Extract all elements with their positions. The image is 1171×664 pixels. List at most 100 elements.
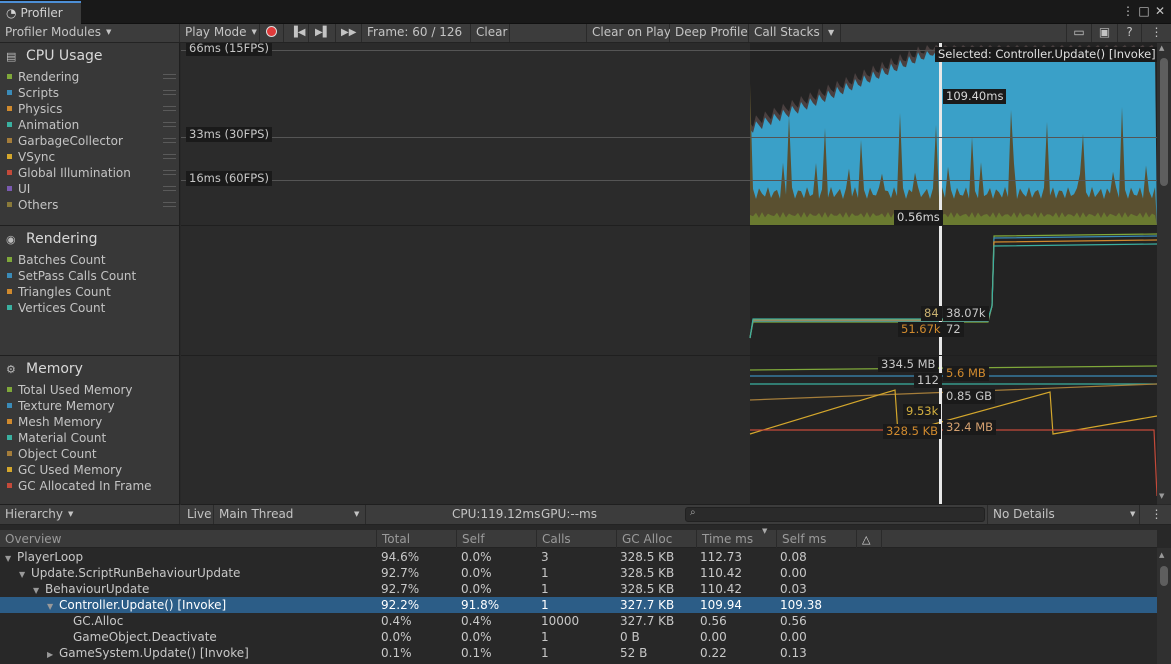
memory-title-text: Memory <box>26 361 83 377</box>
legend-item-cpu[interactable]: Others <box>7 197 58 213</box>
memory-chart[interactable]: 334.5 MB 112 5.6 MB 0.85 GB 9.53k 328.5 … <box>181 356 1157 505</box>
legend-item-memory[interactable]: Total Used Memory <box>7 382 133 398</box>
legend-item-cpu[interactable]: GarbageCollector <box>7 133 123 149</box>
cpu-usage-chart[interactable]: 66ms (15FPS) 33ms (30FPS) 16ms (60FPS) S… <box>181 43 1157 226</box>
collapse-arrow-icon[interactable]: ▶ <box>47 650 54 659</box>
hierarchy-menu-button[interactable]: ⋮ <box>1142 505 1171 524</box>
legend-item-memory[interactable]: Mesh Memory <box>7 414 102 430</box>
drag-handle-icon[interactable] <box>163 74 176 79</box>
legend-item-memory[interactable]: Material Count <box>7 430 106 446</box>
table-row[interactable]: ▼ BehaviourUpdate 92.7% 0.0% 1 328.5 KB 110.42… <box>0 581 1157 597</box>
scroll-up-icon[interactable]: ▲ <box>1159 44 1165 52</box>
drag-handle-icon[interactable] <box>163 90 176 95</box>
charts-scrollbar-thumb[interactable] <box>1160 58 1168 186</box>
legend-item-cpu[interactable]: UI <box>7 181 30 197</box>
legend-item-cpu[interactable]: Animation <box>7 117 79 133</box>
cpu-module-panel[interactable]: ▤ CPU Usage Rendering Scripts Physics Animat… <box>0 43 180 226</box>
cell-time: 110.42 <box>700 582 742 596</box>
hierarchy-scrollbar-thumb[interactable] <box>1160 566 1168 586</box>
details-dropdown[interactable]: No Details <box>987 505 1140 524</box>
table-row[interactable]: GameObject.Deactivate 0.0% 0.0% 1 0 B 0.00 0.0… <box>0 629 1157 645</box>
column-self[interactable]: Self <box>456 530 536 548</box>
scroll-up-icon[interactable]: ▲ <box>1159 551 1165 559</box>
memory-value-label: 328.5 KB <box>883 424 942 439</box>
call-stacks-toggle[interactable]: Call Stacks <box>749 24 823 42</box>
legend-item-cpu[interactable]: Physics <box>7 101 62 117</box>
rendering-module-panel[interactable]: ◉ Rendering Batches Count SetPass Calls Co… <box>0 226 180 356</box>
guide-label-15fps: 66ms (15FPS) <box>186 43 272 56</box>
selected-frame-marker <box>939 43 942 225</box>
expand-arrow-icon[interactable]: ▼ <box>5 554 12 563</box>
search-input[interactable]: ⌕ <box>685 507 985 522</box>
row-name: ▶ GameSystem.Update() [Invoke] <box>47 645 249 663</box>
legend-item-rendering[interactable]: Vertices Count <box>7 300 105 316</box>
legend-item-cpu[interactable]: Scripts <box>7 85 59 101</box>
record-button[interactable] <box>260 24 284 42</box>
last-frame-button[interactable]: ▶▶ <box>336 24 362 42</box>
legend-item-cpu[interactable]: Rendering <box>7 69 79 85</box>
drag-handle-icon[interactable] <box>163 202 176 207</box>
column-time-ms[interactable]: Time ms <box>696 530 776 548</box>
maximize-icon[interactable]: □ <box>1138 4 1150 18</box>
cpu-value-label: 109.40ms <box>943 89 1007 104</box>
column-overview[interactable]: Overview <box>5 532 62 546</box>
live-toggle[interactable]: Live <box>182 505 214 524</box>
drag-handle-icon[interactable] <box>163 170 176 175</box>
load-button[interactable]: ▭ <box>1066 24 1092 42</box>
column-total[interactable]: Total <box>376 530 456 548</box>
save-button[interactable]: ▣ <box>1092 24 1118 42</box>
legend-item-memory[interactable]: Texture Memory <box>7 398 115 414</box>
legend-label: Triangles Count <box>18 285 111 299</box>
legend-item-cpu[interactable]: Global Illumination <box>7 165 131 181</box>
drag-handle-icon[interactable] <box>163 186 176 191</box>
view-type-dropdown[interactable]: Hierarchy <box>0 505 180 524</box>
drag-handle-icon[interactable] <box>163 122 176 127</box>
close-icon[interactable]: ✕ <box>1154 4 1166 18</box>
column-warnings[interactable]: △ <box>856 530 882 548</box>
expand-arrow-icon[interactable]: ▼ <box>33 586 40 595</box>
table-row[interactable]: GC.Alloc 0.4% 0.4% 10000 327.7 KB 0.56 0.56 <box>0 613 1157 629</box>
legend-swatch <box>7 170 12 175</box>
expand-arrow-icon[interactable]: ▼ <box>19 570 26 579</box>
legend-swatch <box>7 387 12 392</box>
legend-item-memory[interactable]: GC Allocated In Frame <box>7 478 152 494</box>
previous-frame-button[interactable]: ▐◀ <box>285 24 309 42</box>
table-row[interactable]: ▼ Update.ScriptRunBehaviourUpdate 92.7% 0.0… <box>0 565 1157 581</box>
legend-item-memory[interactable]: GC Used Memory <box>7 462 122 478</box>
drag-handle-icon[interactable] <box>163 106 176 111</box>
cell-self: 0.0% <box>461 550 492 564</box>
memory-module-panel[interactable]: ⚙ Memory Total Used Memory Texture Memory M… <box>0 356 180 505</box>
kebab-menu-icon[interactable]: ⋮ <box>1122 4 1134 18</box>
legend-label: Vertices Count <box>18 301 106 315</box>
next-frame-button[interactable]: ▶▌ <box>310 24 336 42</box>
legend-item-rendering[interactable]: SetPass Calls Count <box>7 268 136 284</box>
legend-swatch <box>7 257 12 262</box>
legend-item-memory[interactable]: Object Count <box>7 446 97 462</box>
table-row[interactable]: ▼ Controller.Update() [Invoke] 92.2% 91.8% 1… <box>0 597 1157 613</box>
column-calls[interactable]: Calls <box>536 530 616 548</box>
legend-item-rendering[interactable]: Batches Count <box>7 252 106 268</box>
deep-profile-toggle[interactable]: Deep Profile <box>670 24 749 42</box>
table-row[interactable]: ▼ PlayerLoop 94.6% 0.0% 3 328.5 KB 112.73 0.08 <box>0 549 1157 565</box>
profiler-tab[interactable]: ◔ Profiler <box>0 1 81 24</box>
clear-on-play-toggle[interactable]: Clear on Play <box>586 24 671 42</box>
help-button[interactable]: ? <box>1118 24 1142 42</box>
legend-item-cpu[interactable]: VSync <box>7 149 55 165</box>
legend-label: Global Illumination <box>18 166 131 180</box>
rendering-chart[interactable]: 84 51.67k 38.07k 72 <box>181 226 1157 356</box>
drag-handle-icon[interactable] <box>163 154 176 159</box>
profiler-modules-dropdown[interactable]: Profiler Modules <box>0 24 180 42</box>
drag-handle-icon[interactable] <box>163 138 176 143</box>
play-mode-dropdown[interactable]: Play Mode <box>180 24 260 42</box>
table-row[interactable]: ▶ GameSystem.Update() [Invoke] 0.1% 0.1% 1 52… <box>0 645 1157 661</box>
column-gc-alloc[interactable]: GC Alloc <box>616 530 696 548</box>
row-name: ▼ PlayerLoop <box>5 549 83 567</box>
column-self-ms[interactable]: Self ms <box>776 530 856 548</box>
clear-button[interactable]: Clear <box>470 24 510 42</box>
scroll-down-icon[interactable]: ▼ <box>1159 492 1165 500</box>
expand-arrow-icon[interactable]: ▼ <box>47 602 54 611</box>
toolbar-menu-button[interactable]: ⋮ <box>1142 24 1171 42</box>
call-stacks-dropdown[interactable]: ▼ <box>823 24 841 42</box>
legend-item-rendering[interactable]: Triangles Count <box>7 284 111 300</box>
thread-dropdown[interactable]: Main Thread <box>214 505 366 524</box>
